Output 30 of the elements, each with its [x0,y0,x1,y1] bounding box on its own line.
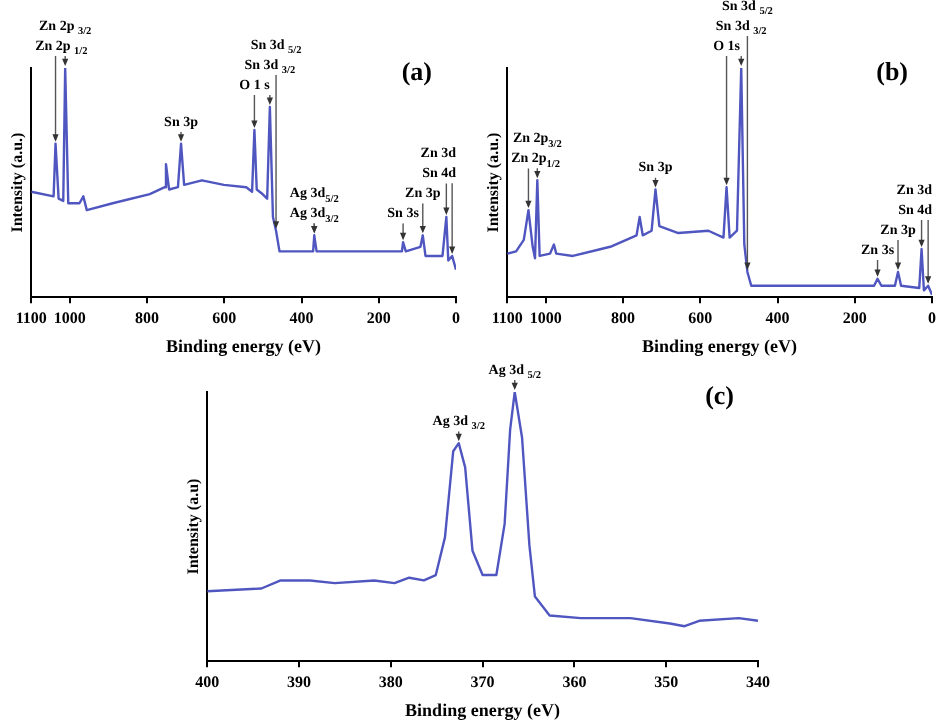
y-axis-title: Intensity (a.u) [183,477,202,575]
x-tick-label: 800 [135,308,160,327]
x-tick-label: 390 [287,672,311,691]
y-axis-title: Intensity (a.u.) [483,131,502,233]
y-axis-title: Intensity (a.u.) [7,131,26,233]
x-axis-title: Binding energy (eV) [166,335,322,356]
x-tick-label: 1000 [53,308,86,327]
x-tick-label: 1000 [529,308,562,327]
x-tick-label: 0 [928,308,936,327]
x-axis-title: Binding energy (eV) [642,335,798,356]
x-tick-label: 400 [765,308,790,327]
x-tick-label: 1100 [15,308,47,327]
x-axis-title: Binding energy (eV) [405,699,561,720]
x-tick-label: 340 [746,672,770,691]
x-tick-label: 200 [366,308,391,327]
x-tick-label: 200 [842,308,867,327]
x-tick-label: 600 [688,308,713,327]
x-tick-label: 400 [195,672,220,691]
x-tick-label: 380 [378,672,403,691]
x-tick-label: 0 [452,308,460,327]
x-tick-label: 370 [470,672,495,691]
x-tick-label: 600 [212,308,237,327]
x-tick-label: 350 [654,672,679,691]
x-tick-label: 360 [562,672,587,691]
x-tick-label: 1100 [491,308,523,327]
x-tick-label: 400 [289,308,314,327]
x-tick-label: 800 [611,308,636,327]
chart-title: (a) [401,56,433,86]
chart-title: (b) [876,56,908,86]
chart-title: (c) [705,380,735,410]
